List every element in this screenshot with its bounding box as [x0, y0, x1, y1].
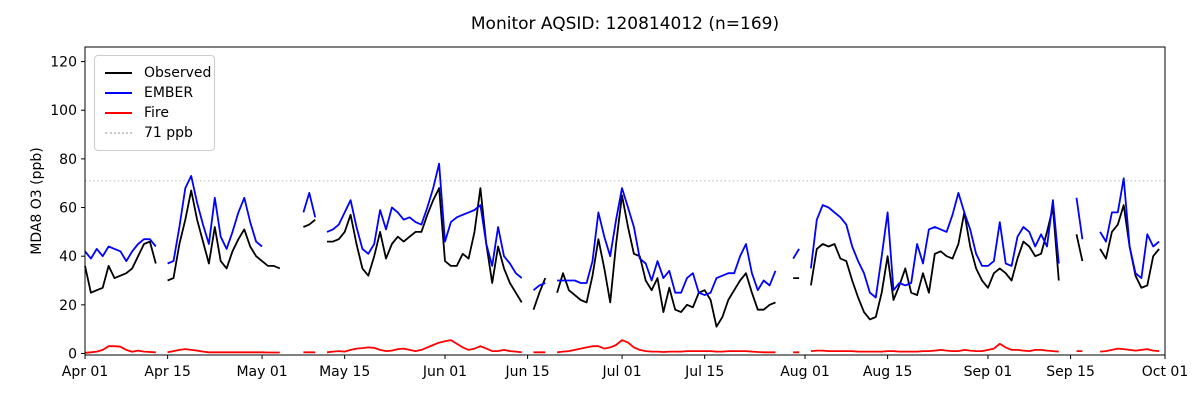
x-tick-label: Jun 01	[422, 364, 467, 380]
x-tick-label: Aug 15	[863, 364, 913, 380]
series-line-ember	[84, 162, 1160, 299]
legend-label: Fire	[144, 105, 169, 121]
legend-label: Observed	[144, 65, 212, 81]
legend-item-threshold: 71 ppb	[105, 123, 204, 143]
threshold-line-swatch	[105, 132, 132, 134]
series-line-observed	[84, 187, 1160, 328]
x-tick-label: Sep 01	[964, 364, 1013, 380]
y-tick-label: 60	[59, 201, 77, 217]
legend-label: 71 ppb	[144, 125, 193, 141]
y-tick-label: 40	[59, 249, 77, 265]
y-axis-label: MDA8 O3 (ppb)	[29, 147, 45, 255]
x-tick-label: Oct 01	[1142, 364, 1188, 380]
observed-line-swatch	[105, 72, 132, 74]
chart-title: Monitor AQSID: 120814012 (n=169)	[470, 14, 780, 34]
x-tick-label: May 15	[319, 364, 370, 380]
legend: Observed EMBER Fire 71 ppb	[94, 55, 215, 151]
axes-box	[84, 46, 1166, 356]
x-tick-label: Sep 15	[1046, 364, 1095, 380]
x-tick-label: Apr 15	[144, 364, 190, 380]
y-tick-label: 100	[50, 103, 77, 119]
x-tick-label: Jul 01	[601, 364, 641, 380]
fire-line-swatch	[105, 112, 132, 114]
legend-item-fire: Fire	[105, 103, 204, 123]
x-tick-label: Jul 15	[684, 364, 724, 380]
legend-label: EMBER	[144, 85, 194, 101]
y-tick-label: 120	[50, 55, 77, 71]
ember-line-swatch	[105, 92, 132, 94]
y-tick-label: 20	[59, 298, 77, 314]
series-line-fire	[84, 339, 1160, 354]
x-tick-label: Jun 15	[505, 364, 550, 380]
legend-item-observed: Observed	[105, 63, 211, 83]
legend-item-ember: EMBER	[105, 83, 204, 103]
y-tick-label: 0	[68, 347, 77, 363]
y-tick-label: 80	[59, 152, 77, 168]
x-tick-label: May 01	[236, 364, 287, 380]
x-tick-label: Aug 01	[780, 364, 830, 380]
x-tick-label: Apr 01	[62, 364, 108, 380]
